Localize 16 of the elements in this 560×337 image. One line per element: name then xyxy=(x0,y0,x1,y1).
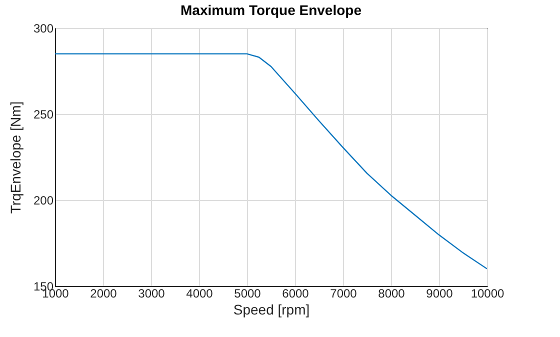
x-tick-label: 3000 xyxy=(138,286,166,300)
x-tick-label: 8000 xyxy=(378,286,406,300)
y-tick-label: 200 xyxy=(33,194,54,208)
x-tick-label: 5000 xyxy=(234,286,262,300)
x-tick-label: 6000 xyxy=(282,286,310,300)
x-tick-label: 7000 xyxy=(330,286,358,300)
x-tick-label: 10000 xyxy=(470,286,505,300)
x-axis-title: Speed [rpm] xyxy=(233,302,310,318)
x-tick-label: 9000 xyxy=(426,286,454,300)
y-tick-label: 300 xyxy=(33,22,54,36)
chart-title: Maximum Torque Envelope xyxy=(180,2,362,18)
x-tick-label: 2000 xyxy=(90,286,118,300)
y-tick-label: 250 xyxy=(33,108,54,122)
x-tick-label: 4000 xyxy=(186,286,214,300)
y-axis-title: TrqEnvelope [Nm] xyxy=(7,101,24,214)
line-series xyxy=(55,53,487,270)
